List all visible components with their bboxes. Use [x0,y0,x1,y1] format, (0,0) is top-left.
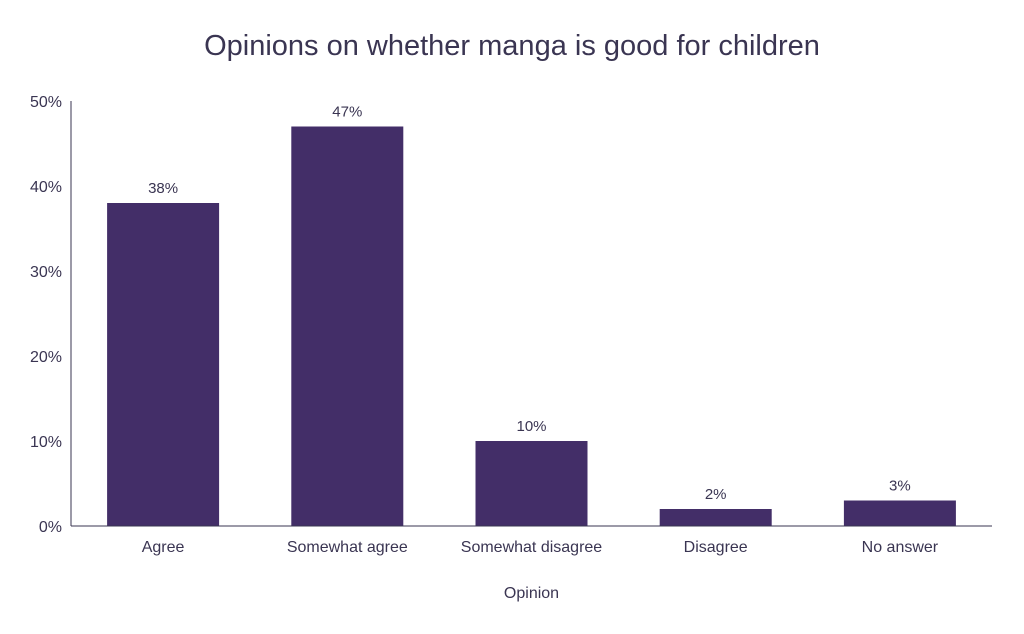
bar-value-label: 47% [332,104,362,121]
bar-value-label: 10% [516,418,546,435]
x-axis-category-labels: Agree Somewhat agree Somewhat disagree Disa… [142,539,939,556]
x-category-label: No answer [862,539,939,556]
y-tick-label: 20% [30,349,62,366]
y-tick-label: 50% [30,94,62,111]
x-category-label: Agree [142,539,185,556]
bar [843,500,956,526]
x-category-label: Disagree [684,539,748,556]
y-axis-ticks: 0% 10% 20% 30% 40% 50% [30,94,62,536]
y-tick-label: 0% [39,519,62,536]
value-labels: 38% 47% 10% 2% 3% [148,104,911,504]
chart-title: Opinions on whether manga is good for ch… [204,30,820,62]
bar [107,203,220,526]
x-category-label: Somewhat disagree [461,539,603,556]
bars [107,126,956,526]
bar [291,126,404,526]
x-axis-title: Opinion [504,585,559,602]
y-tick-label: 40% [30,179,62,196]
bar [659,509,772,526]
x-category-label: Somewhat agree [287,539,408,556]
y-tick-label: 30% [30,264,62,281]
bar-value-label: 3% [889,478,911,495]
bar [475,441,588,526]
y-tick-label: 10% [30,434,62,451]
bar-value-label: 38% [148,180,178,197]
bar-value-label: 2% [705,486,727,503]
